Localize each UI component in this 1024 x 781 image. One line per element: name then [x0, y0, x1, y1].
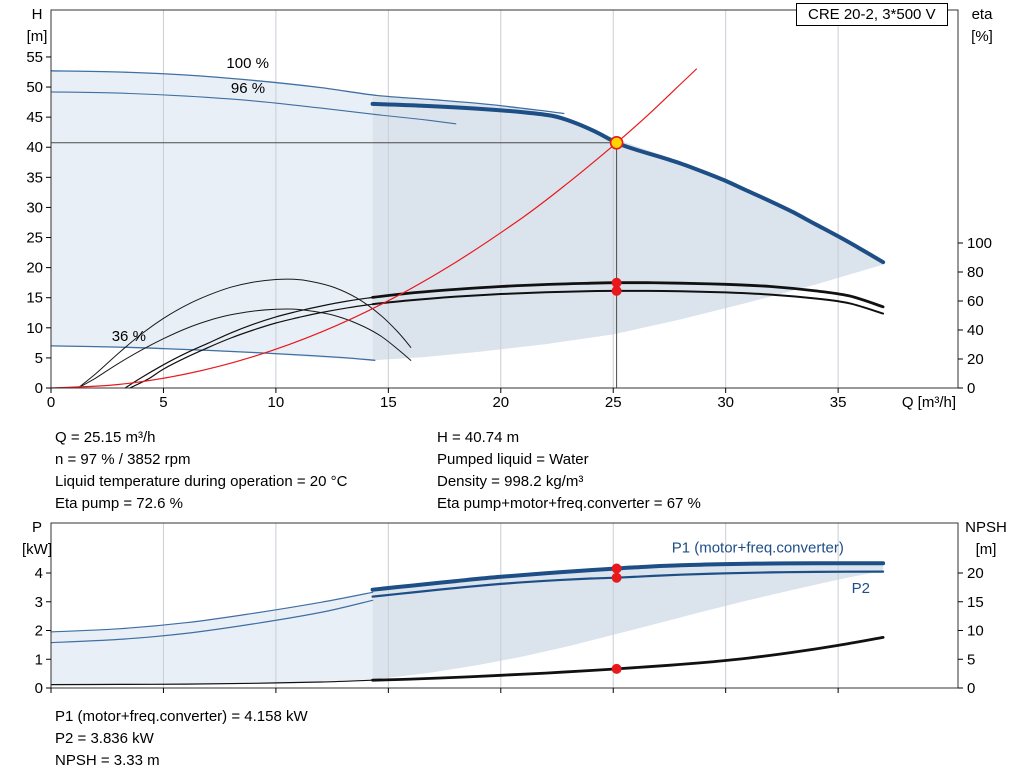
p1-point	[611, 563, 622, 574]
y-left-tick-label: 20	[26, 260, 43, 277]
series-npsh-curve-low	[50, 679, 374, 686]
x-tick-label: 0	[47, 394, 55, 411]
p2-point	[611, 572, 622, 583]
y-left-tick-label: 3	[35, 594, 43, 611]
y-right-axis-title: NPSH	[965, 519, 1007, 536]
envelope-left	[51, 70, 373, 361]
series-eta-arc-pump	[77, 278, 412, 389]
x-tick-label: 20	[492, 394, 509, 411]
series-curve-36pct	[50, 345, 376, 361]
y-right-axis-title: [m]	[976, 541, 997, 558]
y-left-axis-title: [kW]	[22, 541, 52, 558]
y-left-tick-label: 40	[26, 139, 43, 156]
series-curve-96pct	[50, 91, 457, 125]
curve-label: P2	[852, 580, 870, 597]
stat-npsh: NPSH = 3.33 m	[55, 752, 160, 769]
y-left-tick-label: 10	[26, 320, 43, 337]
y-right-tick-label: 20	[967, 565, 984, 582]
series-eta-pump-curve-low	[124, 296, 374, 389]
y-right-tick-label: 10	[967, 623, 984, 640]
duty-stats-col2: H = 40.74 m Pumped liquid = Water Densit…	[437, 427, 819, 515]
curve-label: 96 %	[231, 80, 265, 97]
series-eta-arc-total	[77, 308, 412, 389]
curve-label: 36 %	[112, 328, 146, 345]
y-left-tick-label: 2	[35, 623, 43, 640]
stat-p2: P2 = 3.836 kW	[55, 730, 154, 747]
y-left-tick-label: 30	[26, 199, 43, 216]
curve-label: 100 %	[226, 55, 269, 72]
y-right-tick-label: 100	[967, 235, 992, 252]
duty-point	[609, 135, 624, 150]
y-left-tick-label: 0	[35, 680, 43, 697]
x-axis-title: Q [m³/h]	[902, 394, 956, 411]
x-tick-label: 25	[605, 394, 622, 411]
power-stats: P1 (motor+freq.converter) = 4.158 kW P2 …	[55, 706, 308, 772]
stat-flow: Q = 25.15 m³/h	[55, 429, 156, 446]
envelope-left	[51, 592, 373, 685]
stat-density: Density = 998.2 kg/m³	[437, 473, 584, 490]
x-tick-label: 10	[268, 394, 285, 411]
eta-total-point	[611, 285, 622, 296]
power-npsh-chart: 0 1 2 3 4 0 5 10 15 20 P [kW] NPSH [m] P1 (motor+freq.…	[22, 519, 1007, 697]
y-right-axis-title: [%]	[971, 28, 993, 45]
y-right-tick-label: 15	[967, 594, 984, 611]
stat-p1: P1 (motor+freq.converter) = 4.158 kW	[55, 708, 308, 725]
stat-pumped-liquid: Pumped liquid = Water	[437, 451, 589, 468]
stat-liquid-temperature: Liquid temperature during operation = 20…	[55, 473, 348, 490]
x-tick-label: 35	[830, 394, 847, 411]
duty-stats-col1: Q = 25.15 m³/h n = 97 % / 3852 rpm Liqui…	[55, 427, 437, 515]
y-left-tick-label: 5	[35, 350, 43, 367]
y-right-tick-label: 60	[967, 293, 984, 310]
y-right-tick-label: 0	[967, 380, 975, 397]
series-p2-curve-low	[50, 599, 374, 644]
y-left-tick-label: 1	[35, 651, 43, 668]
envelope-main	[372, 96, 884, 361]
x-tick-label: 5	[159, 394, 167, 411]
series-pump-curve	[370, 101, 886, 265]
y-right-tick-label: 5	[967, 651, 975, 668]
stat-head: H = 40.74 m	[437, 429, 520, 446]
plot-border	[50, 522, 959, 689]
y-left-axis-title: [m]	[27, 28, 48, 45]
y-right-tick-label: 0	[967, 680, 975, 697]
y-left-tick-label: 45	[26, 109, 43, 126]
series-curve-100pct	[50, 70, 565, 115]
y-left-tick-label: 55	[26, 49, 43, 66]
y-left-tick-label: 35	[26, 169, 43, 186]
y-left-tick-label: 0	[35, 380, 43, 397]
npsh-point	[611, 663, 622, 674]
pump-type-label: CRE 20-2, 3*500 V	[808, 6, 936, 23]
y-left-tick-label: 50	[26, 79, 43, 96]
y-right-tick-label: 40	[967, 322, 984, 339]
series-eta-pump-curve	[371, 281, 885, 309]
series-eta-total-curve	[371, 289, 885, 315]
stat-speed: n = 97 % / 3852 rpm	[55, 451, 191, 468]
y-right-tick-label: 20	[967, 351, 984, 368]
series-system-curve	[50, 68, 697, 389]
x-tick-label: 15	[380, 394, 397, 411]
y-right-axis-title: eta	[972, 6, 994, 23]
y-left-axis-title: H	[32, 6, 43, 23]
curve-label: P1 (motor+freq.converter)	[672, 539, 844, 556]
series-p1-curve-low	[50, 591, 374, 633]
y-left-tick-label: 4	[35, 565, 43, 582]
series-npsh-curve	[371, 636, 885, 682]
y-left-tick-label: 15	[26, 290, 43, 307]
y-right-tick-label: 80	[967, 264, 984, 281]
plot-border	[50, 9, 959, 389]
envelope-main	[372, 562, 884, 680]
pump-type-box: CRE 20-2, 3*500 V	[796, 3, 948, 26]
duty-stats: Q = 25.15 m³/h n = 97 % / 3852 rpm Liqui…	[55, 427, 819, 515]
hq-chart: 0 5 10 15 20 25 30 35 0 5 10 15 20 25 30 35 40 45 50 55 0 20 4…	[26, 6, 994, 411]
y-left-axis-title: P	[32, 519, 42, 536]
stat-eta-pump: Eta pump = 72.6 %	[55, 495, 183, 512]
series-eta-total-curve-low	[129, 303, 374, 389]
stat-eta-total: Eta pump+motor+freq.converter = 67 %	[437, 495, 701, 512]
x-tick-label: 30	[717, 394, 734, 411]
y-left-tick-label: 25	[26, 230, 43, 247]
